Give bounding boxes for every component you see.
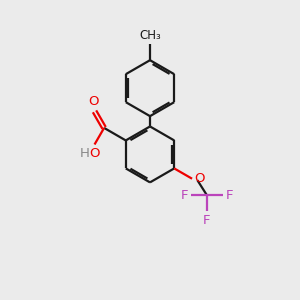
Text: F: F: [203, 214, 211, 227]
Text: H: H: [79, 147, 89, 160]
Text: CH₃: CH₃: [139, 29, 161, 42]
Text: O: O: [89, 147, 100, 161]
Text: F: F: [226, 189, 234, 202]
Text: O: O: [88, 95, 98, 108]
Text: F: F: [180, 189, 188, 202]
Text: O: O: [194, 172, 205, 185]
